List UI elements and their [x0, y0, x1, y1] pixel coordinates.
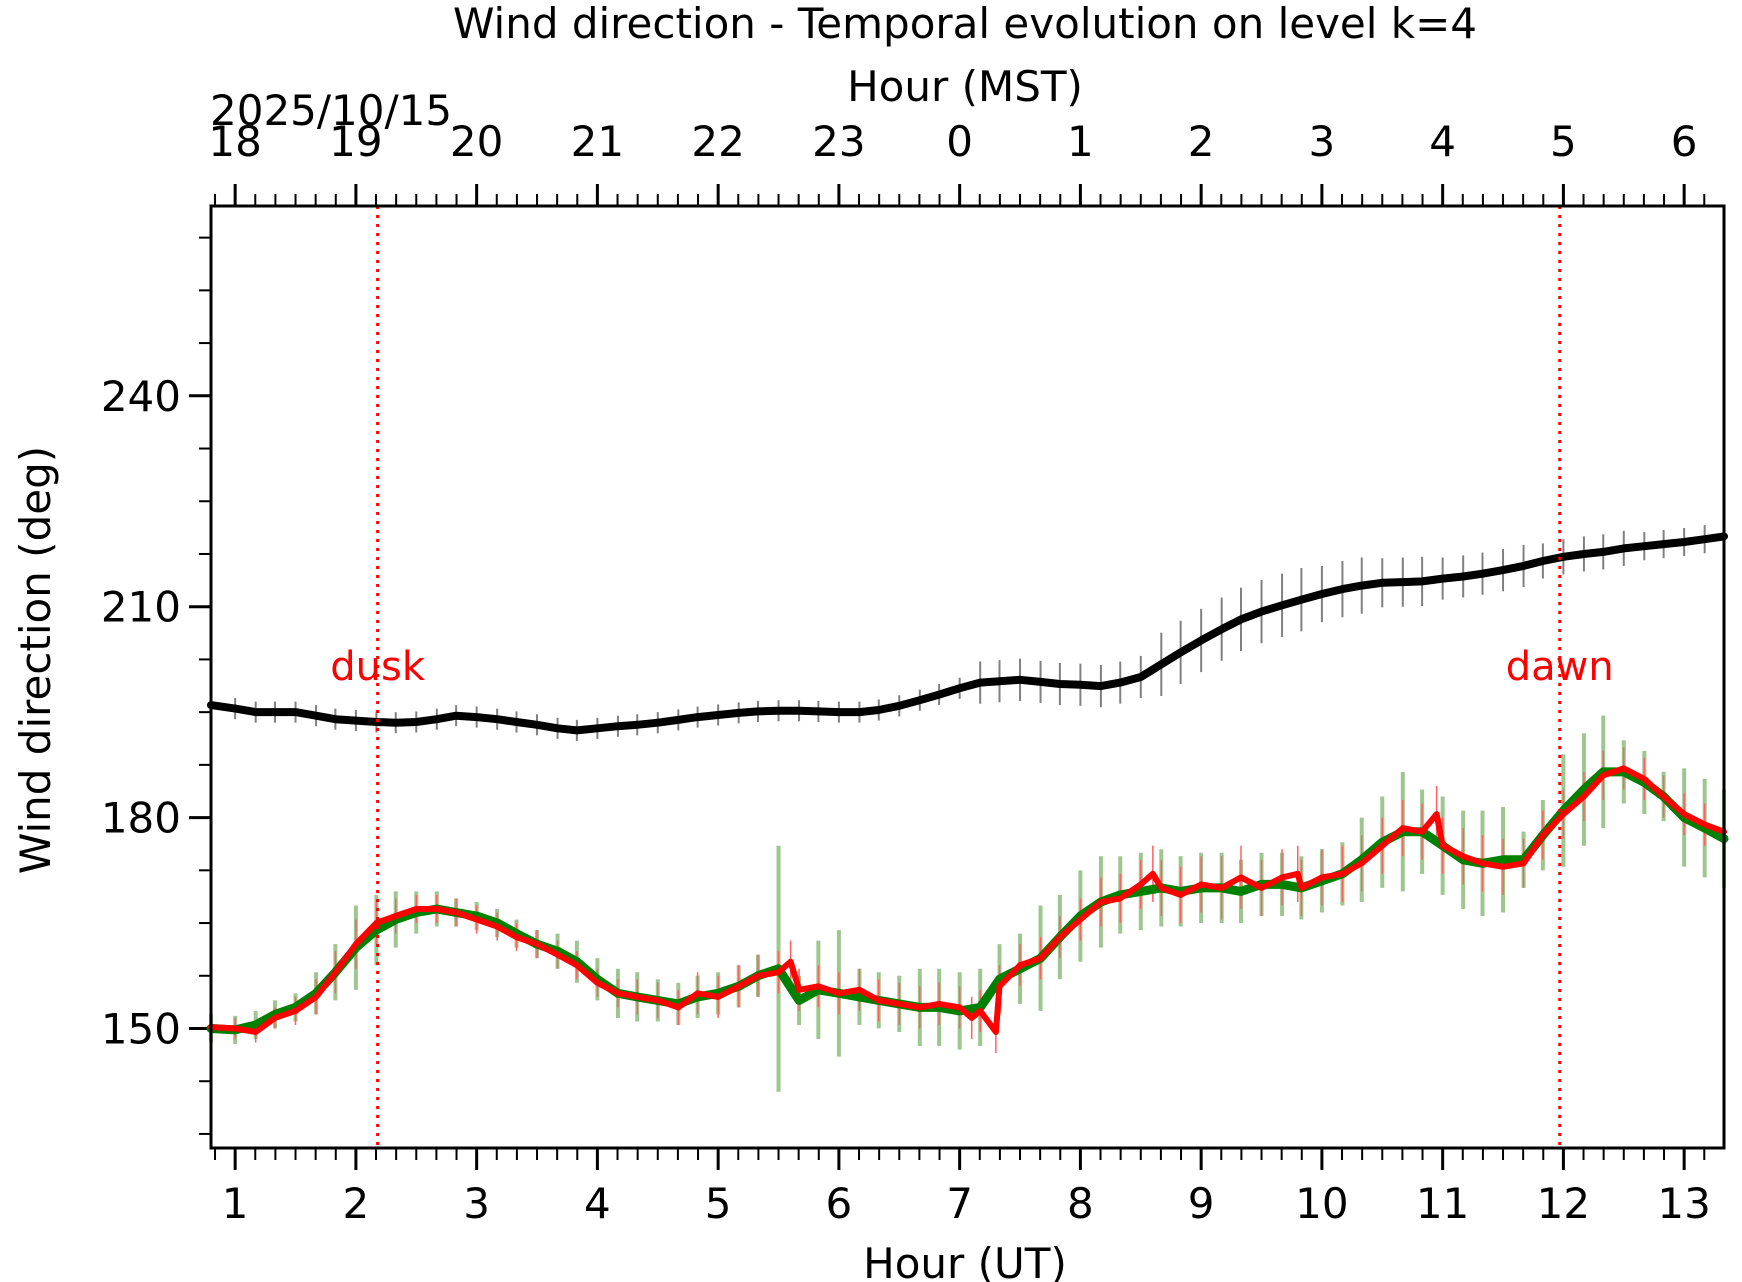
y-tick-label: 210 [101, 583, 181, 632]
x2-tick-label: 19 [329, 117, 382, 166]
y-axis-title: Wind direction (deg) [11, 446, 60, 874]
series-lines [206, 532, 1729, 1035]
x-tick-label: 2 [343, 1179, 370, 1228]
dusk-label: dusk [330, 644, 426, 690]
annotations: dusk dawn [330, 206, 1614, 1148]
x2-tick-label: 6 [1671, 117, 1698, 166]
dawn-label: dawn [1506, 644, 1614, 690]
x-tick-label: 9 [1188, 1179, 1215, 1228]
y-tick-label: 180 [101, 794, 181, 843]
x2-tick-label: 20 [450, 117, 503, 166]
chart-title: Wind direction - Temporal evolution on l… [453, 0, 1477, 48]
plot-frame [209, 204, 1726, 1150]
x-tick-label: 7 [946, 1179, 973, 1228]
x-tick-label: 1 [222, 1179, 249, 1228]
upper-line [207, 532, 1728, 735]
x-tick-label: 10 [1295, 1179, 1348, 1228]
x2-tick-label: 0 [946, 117, 973, 166]
axis-ticks: 1182193204215226237081921031141251361501… [101, 117, 1711, 1228]
x-axis-title: Hour (UT) [863, 1239, 1067, 1282]
x-tick-label: 8 [1067, 1179, 1094, 1228]
x2-tick-label: 4 [1429, 117, 1456, 166]
x-tick-label: 3 [463, 1179, 490, 1228]
x2-tick-label: 2 [1188, 117, 1215, 166]
x-tick-label: 4 [584, 1179, 611, 1228]
top-axis-title: Hour (MST) [847, 62, 1083, 111]
x2-tick-label: 23 [812, 117, 865, 166]
x-tick-label: 6 [826, 1179, 853, 1228]
date-label: 2025/10/15 [210, 86, 452, 135]
x2-tick-label: 21 [571, 117, 624, 166]
x2-tick-label: 18 [208, 117, 261, 166]
y-tick-label: 150 [101, 1004, 181, 1053]
x-tick-label: 13 [1657, 1179, 1710, 1228]
x-tick-label: 11 [1416, 1179, 1469, 1228]
x-tick-label: 5 [705, 1179, 732, 1228]
lower-raw-line [208, 765, 1727, 1035]
x-tick-label: 12 [1537, 1179, 1590, 1228]
x2-tick-label: 5 [1550, 117, 1577, 166]
x2-tick-label: 22 [691, 117, 744, 166]
x2-tick-label: 3 [1309, 117, 1336, 166]
y-tick-label: 240 [101, 372, 181, 421]
x2-tick-label: 1 [1067, 117, 1094, 166]
